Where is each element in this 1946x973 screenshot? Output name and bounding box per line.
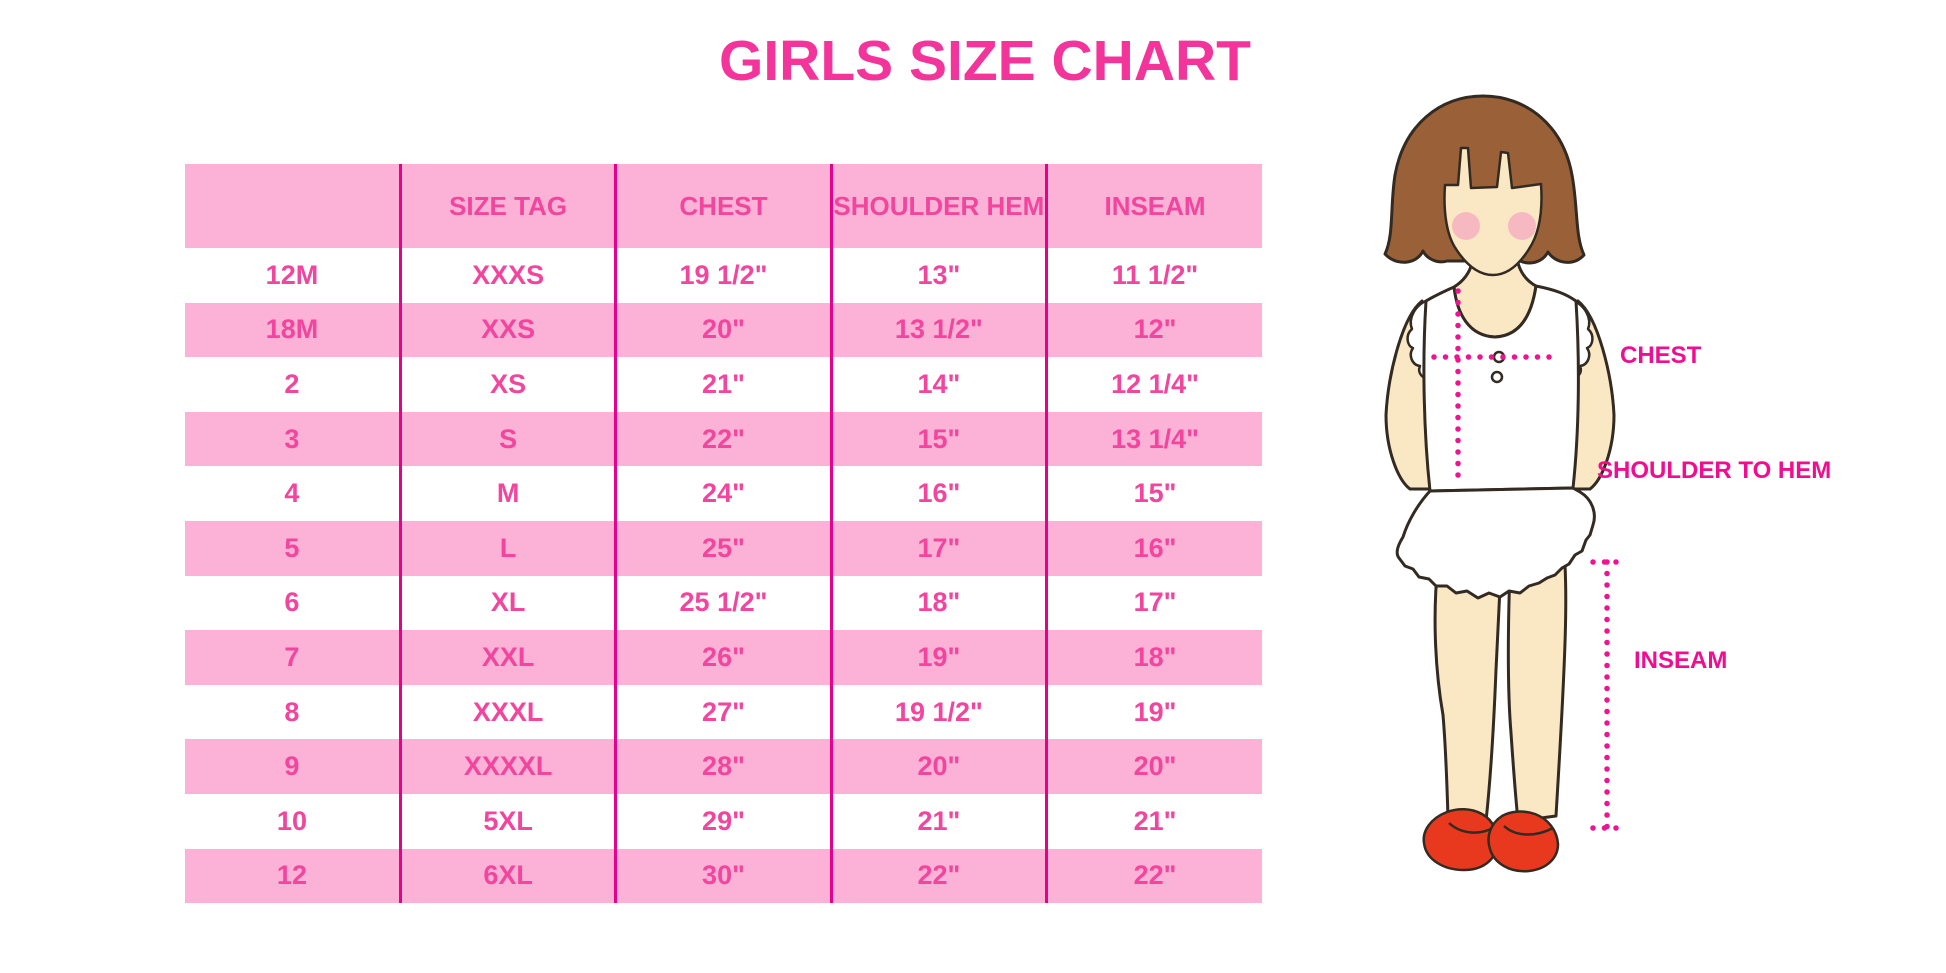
cell-shoulder-hem: 19 1/2" (829, 684, 1047, 740)
table-row: 10 5XL 29" 21" 21" (185, 793, 1262, 849)
header-cell-shoulder-hem: SHOULDER HEM (829, 164, 1047, 248)
cell-inseam: 21" (1045, 793, 1262, 849)
header-cell-inseam: INSEAM (1045, 164, 1262, 248)
table-row: 5 L 25" 17" 16" (185, 520, 1262, 576)
cell-chest: 24" (614, 466, 832, 521)
cell-shoulder-hem: 17" (829, 520, 1047, 576)
girl-leg-left (1433, 561, 1503, 823)
cell-size: 9 (185, 739, 401, 794)
cell-shoulder-hem: 22" (829, 848, 1047, 904)
table-row: 7 XXL 26" 19" 18" (185, 630, 1262, 685)
cell-inseam: 19" (1045, 684, 1262, 740)
cell-size-tag: 5XL (398, 793, 616, 849)
cell-size: 10 (185, 793, 401, 849)
girl-measurement-figure (1383, 94, 1624, 873)
table-row: 4 M 24" 16" 15" (185, 466, 1262, 521)
header-cell-size-tag: SIZE TAG (398, 164, 616, 248)
table-row: 3 S 22" 15" 13 1/4" (185, 411, 1262, 467)
cell-inseam: 13 1/4" (1045, 411, 1262, 467)
cell-inseam: 18" (1045, 630, 1262, 685)
cell-shoulder-hem: 19" (829, 630, 1047, 685)
table-row: 12M XXXS 19 1/2" 13" 11 1/2" (185, 248, 1262, 303)
cell-size: 5 (185, 520, 401, 576)
cell-size-tag: XS (398, 357, 616, 412)
cell-size-tag: S (398, 411, 616, 467)
girl-top-button-2 (1490, 370, 1504, 384)
girls-size-table: SIZE TAG CHEST SHOULDER HEM INSEAM 12M X… (185, 164, 1262, 904)
table-row: 8 XXXL 27" 19 1/2" 19" (185, 684, 1262, 740)
cell-inseam: 15" (1045, 466, 1262, 521)
cell-chest: 19 1/2" (614, 248, 832, 303)
cell-inseam: 17" (1045, 575, 1262, 631)
table-row: 9 XXXXL 28" 20" 20" (185, 739, 1262, 794)
cell-chest: 26" (614, 630, 832, 685)
cell-size: 7 (185, 630, 401, 685)
cell-size: 2 (185, 357, 401, 412)
girl-top (1422, 284, 1580, 493)
cell-chest: 27" (614, 684, 832, 740)
table-row: 2 XS 21" 14" 12 1/4" (185, 357, 1262, 412)
cell-chest: 22" (614, 411, 832, 467)
cell-shoulder-hem: 14" (829, 357, 1047, 412)
cell-shoulder-hem: 13" (829, 248, 1047, 303)
cell-size-tag: L (398, 520, 616, 576)
girl-blush-left (1452, 212, 1480, 240)
girl-blush-right (1508, 212, 1536, 240)
cell-inseam: 12" (1045, 302, 1262, 358)
cell-size-tag: XXS (398, 302, 616, 358)
cell-size-tag: M (398, 466, 616, 521)
header-cell-size (185, 164, 401, 248)
cell-inseam: 11 1/2" (1045, 248, 1262, 303)
cell-size: 4 (185, 466, 401, 521)
header-cell-chest: CHEST (614, 164, 832, 248)
cell-chest: 25" (614, 520, 832, 576)
cell-size-tag: XL (398, 575, 616, 631)
page-title: GIRLS SIZE CHART (718, 29, 1251, 93)
cell-size: 12 (185, 848, 401, 904)
girl-leg-right (1506, 563, 1568, 823)
girl-shoe-right (1487, 810, 1560, 873)
cell-size: 8 (185, 684, 401, 740)
inseam-label: INSEAM (1634, 647, 1728, 674)
cell-size-tag: 6XL (398, 848, 616, 904)
table-header-row: SIZE TAG CHEST SHOULDER HEM INSEAM (185, 164, 1262, 248)
cell-shoulder-hem: 21" (829, 793, 1047, 849)
cell-inseam: 20" (1045, 739, 1262, 794)
cell-shoulder-hem: 16" (829, 466, 1047, 521)
chest-label: CHEST (1620, 342, 1702, 369)
cell-size: 18M (185, 302, 401, 358)
cell-size-tag: XXXXL (398, 739, 616, 794)
cell-chest: 29" (614, 793, 832, 849)
cell-inseam: 16" (1045, 520, 1262, 576)
cell-size: 12M (185, 248, 401, 303)
cell-chest: 20" (614, 302, 832, 358)
cell-chest: 30" (614, 848, 832, 904)
girl-skirt (1395, 486, 1596, 600)
cell-size-tag: XXXS (398, 248, 616, 303)
cell-shoulder-hem: 13 1/2" (829, 302, 1047, 358)
table-row: 18M XXS 20" 13 1/2" 12" (185, 302, 1262, 358)
cell-chest: 28" (614, 739, 832, 794)
shoulder-to-hem-label: SHOULDER TO HEM (1597, 457, 1832, 484)
cell-inseam: 22" (1045, 848, 1262, 904)
cell-shoulder-hem: 15" (829, 411, 1047, 467)
girl-shoe-left (1422, 808, 1499, 872)
cell-size-tag: XXXL (398, 684, 616, 740)
cell-chest: 25 1/2" (614, 575, 832, 631)
cell-shoulder-hem: 20" (829, 739, 1047, 794)
cell-size-tag: XXL (398, 630, 616, 685)
girl-shoe-right-strap (1503, 825, 1554, 836)
cell-size: 3 (185, 411, 401, 467)
cell-shoulder-hem: 18" (829, 575, 1047, 631)
table-row: 12 6XL 30" 22" 22" (185, 848, 1262, 904)
table-row: 6 XL 25 1/2" 18" 17" (185, 575, 1262, 631)
cell-inseam: 12 1/4" (1045, 357, 1262, 412)
cell-size: 6 (185, 575, 401, 631)
girl-face (1443, 146, 1543, 277)
cell-chest: 21" (614, 357, 832, 412)
